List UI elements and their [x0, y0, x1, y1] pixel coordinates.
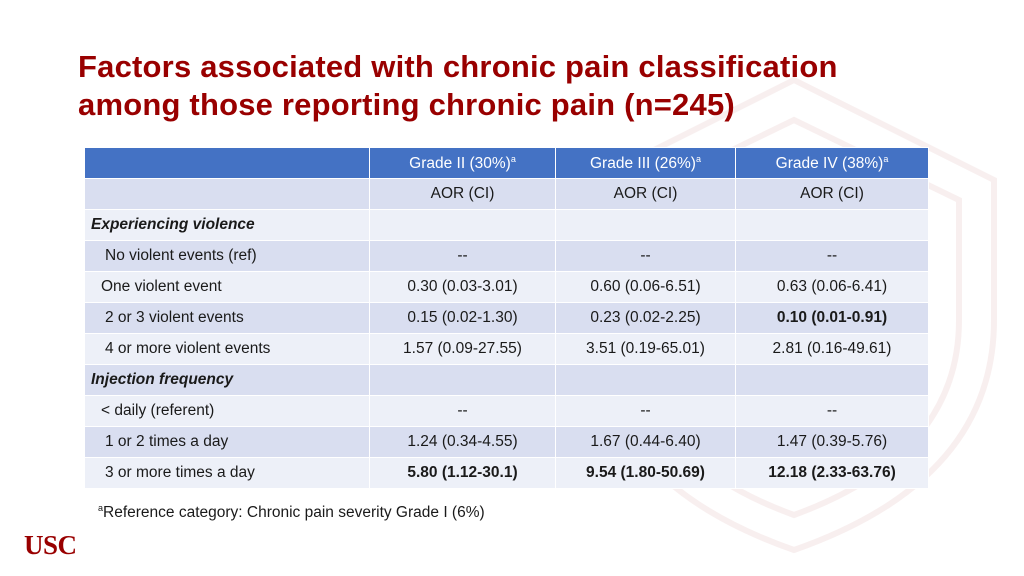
table-header-row: Grade II (30%)a Grade III (26%)a Grade I…: [84, 147, 929, 179]
table-cell: 2.81 (0.16-49.61): [735, 333, 929, 365]
table-cell: 0.23 (0.02-2.25): [555, 302, 736, 334]
row-label: [84, 178, 370, 210]
table-cell: 9.54 (1.80-50.69): [555, 457, 736, 489]
table-row: < daily (referent) -- -- --: [84, 395, 929, 427]
header-grade-iii: Grade III (26%)a: [555, 147, 736, 179]
header-grade-iv: Grade IV (38%)a: [735, 147, 929, 179]
usc-logo: USC: [24, 530, 77, 560]
table-cell: 0.60 (0.06-6.51): [555, 271, 736, 303]
table-cell: [555, 209, 736, 241]
table-cell: 12.18 (2.33-63.76): [735, 457, 929, 489]
row-label: One violent event: [84, 271, 370, 303]
section-row: Injection frequency: [84, 364, 929, 396]
table-cell: AOR (CI): [369, 178, 556, 210]
header-grade-ii: Grade II (30%)a: [369, 147, 556, 179]
page-title: Factors associated with chronic pain cla…: [78, 48, 838, 124]
table-cell: --: [735, 395, 929, 427]
table-row: 2 or 3 violent events 0.15 (0.02-1.30) 0.2…: [84, 302, 929, 334]
row-label: 4 or more violent events: [84, 333, 370, 365]
table-cell: [369, 209, 556, 241]
table-row: AOR (CI) AOR (CI) AOR (CI): [84, 178, 929, 210]
table-row: One violent event 0.30 (0.03-3.01) 0.60 (0…: [84, 271, 929, 303]
table-cell: 1.24 (0.34-4.55): [369, 426, 556, 458]
table-cell: --: [369, 395, 556, 427]
table-cell: --: [555, 395, 736, 427]
table-row: 3 or more times a day 5.80 (1.12-30.1) 9.5…: [84, 457, 929, 489]
table-cell: AOR (CI): [555, 178, 736, 210]
row-label: < daily (referent): [84, 395, 370, 427]
table-cell: [735, 364, 929, 396]
table-cell: 0.63 (0.06-6.41): [735, 271, 929, 303]
table-row: No violent events (ref) -- -- --: [84, 240, 929, 272]
table-cell: 0.15 (0.02-1.30): [369, 302, 556, 334]
table-row: 4 or more violent events 1.57 (0.09-27.55…: [84, 333, 929, 365]
table-cell: 1.57 (0.09-27.55): [369, 333, 556, 365]
table-cell: --: [369, 240, 556, 272]
section-row: Experiencing violence: [84, 209, 929, 241]
table-cell: 3.51 (0.19-65.01): [555, 333, 736, 365]
table-cell: 0.10 (0.01-0.91): [735, 302, 929, 334]
table-cell: 5.80 (1.12-30.1): [369, 457, 556, 489]
section-label: Experiencing violence: [84, 209, 370, 241]
table-cell: 0.30 (0.03-3.01): [369, 271, 556, 303]
title-line-2: among those reporting chronic pain (n=24…: [78, 87, 735, 122]
row-label: 2 or 3 violent events: [84, 302, 370, 334]
table-cell: --: [555, 240, 736, 272]
footnote: aReference category: Chronic pain severi…: [98, 503, 485, 521]
row-label: No violent events (ref): [84, 240, 370, 272]
table-cell: [555, 364, 736, 396]
table-cell: 1.47 (0.39-5.76): [735, 426, 929, 458]
table-cell: [735, 209, 929, 241]
header-cell-empty: [84, 147, 370, 179]
table-cell: [369, 364, 556, 396]
section-label: Injection frequency: [84, 364, 370, 396]
table-row: 1 or 2 times a day 1.24 (0.34-4.55) 1.67 (…: [84, 426, 929, 458]
table-body: AOR (CI) AOR (CI) AOR (CI) Experiencing vio…: [84, 178, 929, 489]
table-cell: --: [735, 240, 929, 272]
title-line-1: Factors associated with chronic pain cla…: [78, 49, 838, 84]
results-table: Grade II (30%)a Grade III (26%)a Grade I…: [84, 147, 929, 489]
table-cell: 1.67 (0.44-6.40): [555, 426, 736, 458]
row-label: 3 or more times a day: [84, 457, 370, 489]
row-label: 1 or 2 times a day: [84, 426, 370, 458]
table-cell: AOR (CI): [735, 178, 929, 210]
